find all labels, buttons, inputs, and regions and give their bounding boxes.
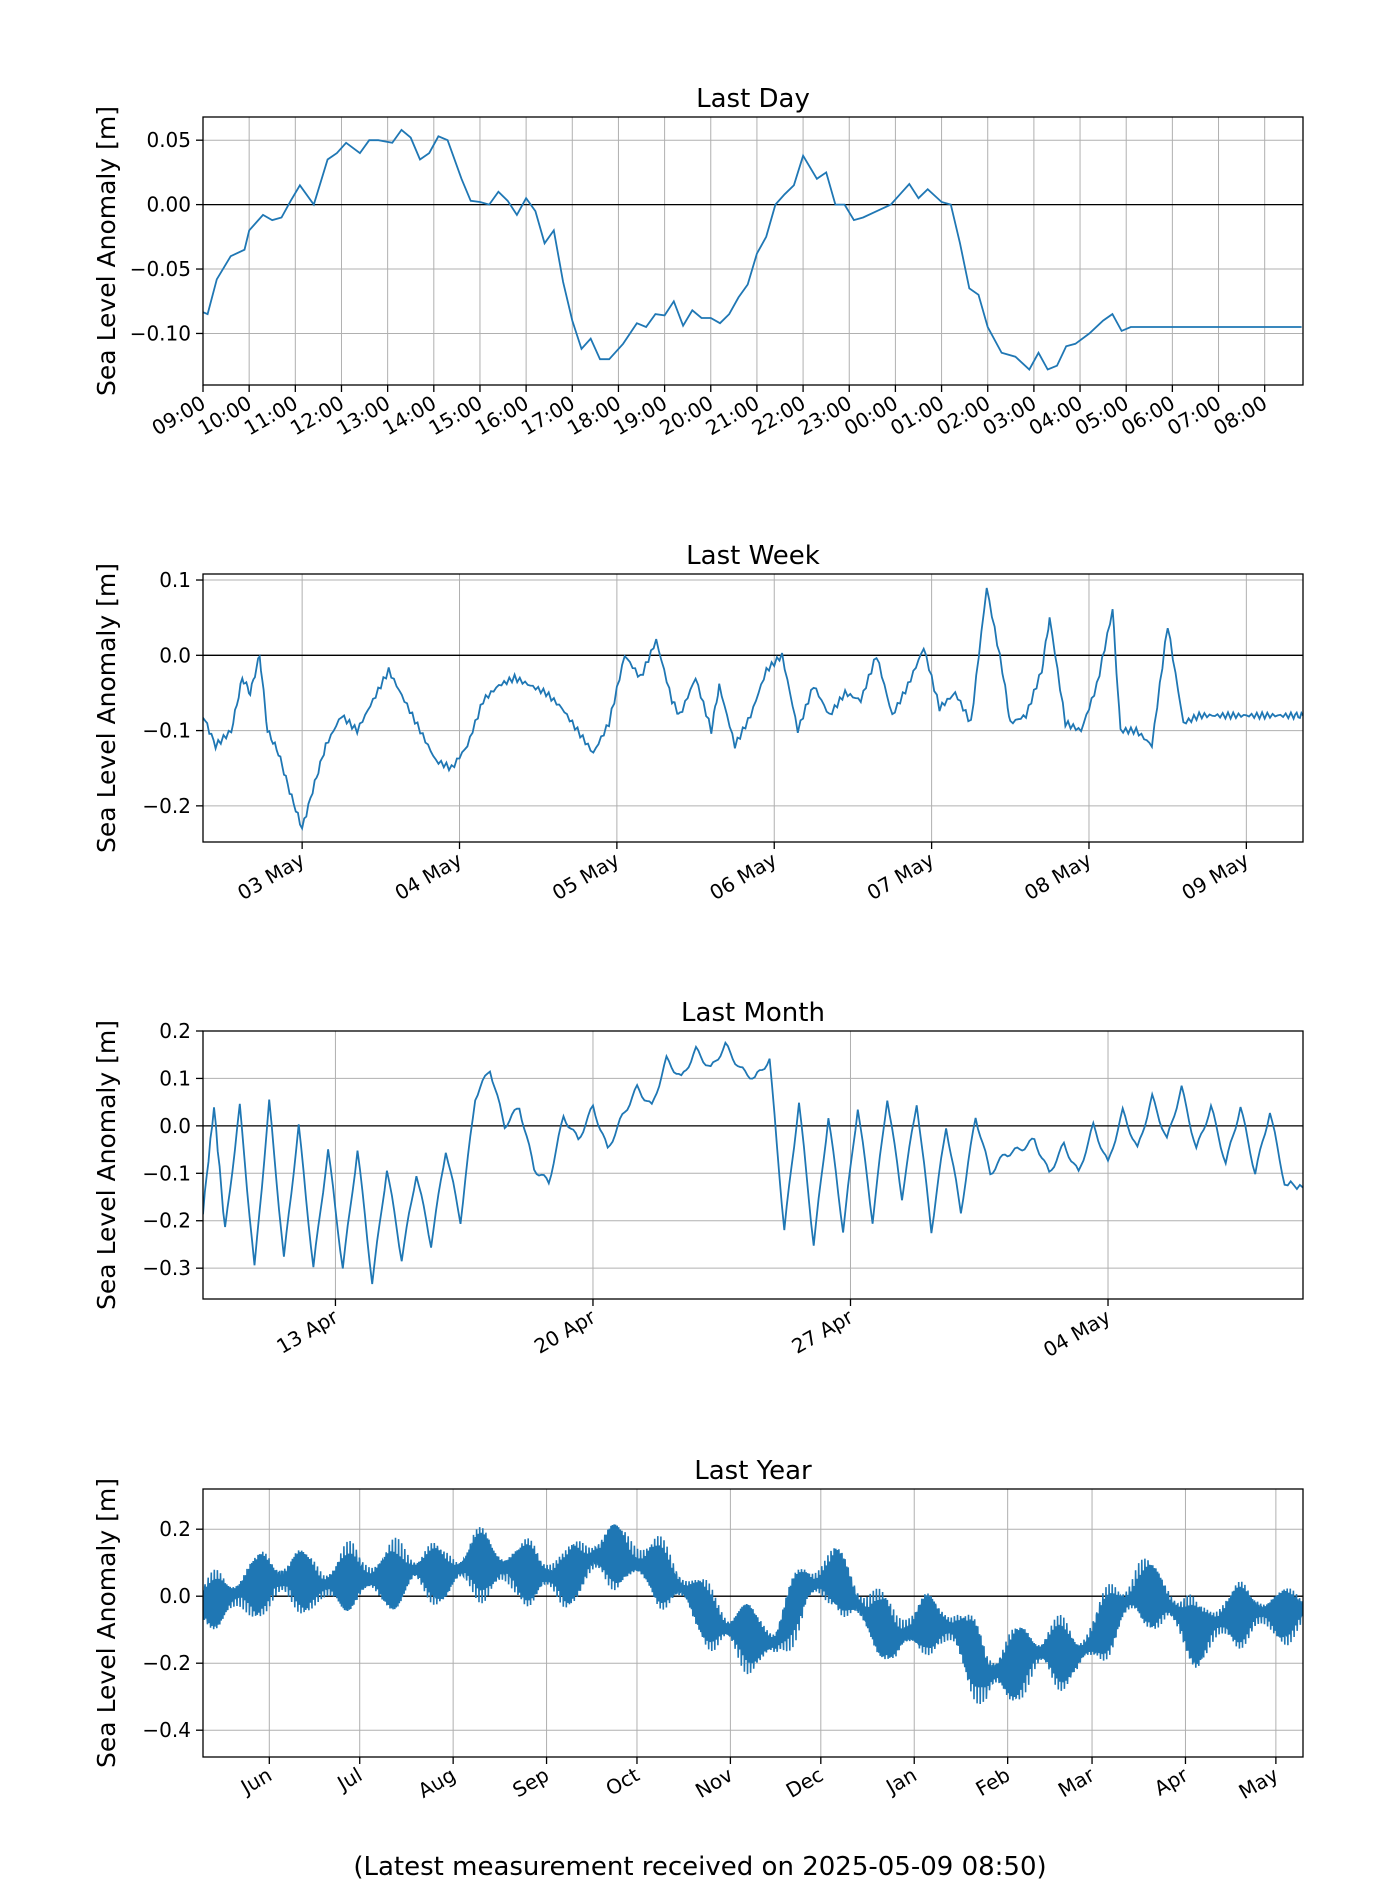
y-tick-label: −0.2 bbox=[142, 794, 191, 818]
x-tick-label: Jun bbox=[235, 1763, 276, 1800]
y-tick-label: −0.2 bbox=[142, 1209, 191, 1233]
plot-frame bbox=[202, 573, 1304, 843]
x-tick-label: Nov bbox=[691, 1762, 737, 1802]
y-tick-label: 0.1 bbox=[159, 1066, 191, 1090]
x-tick-label: Jan bbox=[880, 1763, 920, 1800]
y-tick-label: −0.10 bbox=[130, 321, 191, 345]
plot-frame bbox=[202, 116, 1304, 386]
x-tick-label: Apr bbox=[1150, 1762, 1193, 1800]
x-tick-label: 07 May bbox=[863, 847, 938, 904]
y-tick-label: −0.3 bbox=[142, 1256, 191, 1280]
x-tick-label: 27 Apr bbox=[787, 1304, 857, 1358]
chart-month: Last Month Sea Level Anomaly [m] 0.2 0.1 0.0… bbox=[92, 998, 1304, 1362]
y-tick-label: 0.0 bbox=[159, 643, 191, 667]
x-tick-label: Sep bbox=[508, 1763, 553, 1803]
chart-title: Last Day bbox=[696, 84, 810, 114]
chart-year: Last Year Sea Level Anomaly [m] 0.2 0.0 −0.2… bbox=[92, 1456, 1304, 1804]
x-tick-label: 09 May bbox=[1177, 847, 1252, 904]
y-tick-label: 0.0 bbox=[159, 1114, 191, 1138]
y-axis-label: Sea Level Anomaly [m] bbox=[92, 106, 121, 396]
x-tick-label: 03 May bbox=[233, 847, 308, 904]
chart-title: Last Week bbox=[686, 541, 820, 571]
series-line-sea-level bbox=[203, 1040, 1303, 1285]
x-tick-label: Dec bbox=[782, 1763, 828, 1803]
y-tick-label: 0.2 bbox=[159, 1517, 191, 1541]
series-line-sea-level bbox=[203, 1524, 1303, 1705]
y-tick-label: 0.00 bbox=[146, 193, 191, 217]
series-line-sea-level bbox=[203, 128, 1302, 371]
chart-week: Last Week Sea Level Anomaly [m] 0.1 0.0 −0.1… bbox=[92, 541, 1304, 905]
chart-title: Last Year bbox=[694, 1456, 812, 1486]
x-tick-label: 04 May bbox=[1039, 1304, 1114, 1361]
y-axis-label: Sea Level Anomaly [m] bbox=[92, 1020, 121, 1310]
y-tick-label: 0.1 bbox=[159, 568, 191, 592]
x-tick-label: Feb bbox=[971, 1763, 1014, 1801]
y-tick-label: −0.1 bbox=[142, 719, 191, 743]
x-tick-label: May bbox=[1235, 1762, 1283, 1804]
x-tick-label: 08:00 bbox=[1209, 391, 1271, 441]
x-tick-label: 20 Apr bbox=[530, 1304, 600, 1358]
x-tick-label: Jul bbox=[332, 1763, 367, 1797]
x-tick-label: 13 Apr bbox=[272, 1304, 342, 1358]
y-tick-label: 0.0 bbox=[159, 1584, 191, 1608]
x-tick-label: 08 May bbox=[1020, 847, 1095, 904]
plot-frame bbox=[202, 1030, 1304, 1300]
x-tick-label: Mar bbox=[1054, 1762, 1099, 1802]
x-tick-label: 05 May bbox=[548, 847, 623, 904]
y-tick-label: −0.05 bbox=[130, 257, 191, 281]
y-axis-label: Sea Level Anomaly [m] bbox=[92, 1478, 121, 1768]
latest-measurement-note: (Latest measurement received on 2025-05-… bbox=[353, 1852, 1047, 1882]
x-tick-label: 06 May bbox=[705, 847, 780, 904]
y-tick-label: −0.2 bbox=[142, 1651, 191, 1675]
x-tick-label: 04 May bbox=[391, 847, 466, 904]
chart-day: Last Day Sea Level Anomaly [m] 0.05 0.00 −0.… bbox=[92, 84, 1304, 441]
y-tick-label: −0.1 bbox=[142, 1161, 191, 1185]
y-tick-label: 0.2 bbox=[159, 1019, 191, 1043]
y-tick-label: 0.05 bbox=[146, 128, 191, 152]
x-tick-label: Oct bbox=[602, 1762, 644, 1800]
y-tick-label: −0.4 bbox=[142, 1718, 191, 1742]
plot-frame bbox=[202, 1488, 1304, 1758]
x-tick-label: Aug bbox=[414, 1763, 460, 1803]
series-line-sea-level bbox=[203, 587, 1303, 831]
y-axis-label: Sea Level Anomaly [m] bbox=[92, 563, 121, 853]
chart-title: Last Month bbox=[681, 998, 825, 1028]
